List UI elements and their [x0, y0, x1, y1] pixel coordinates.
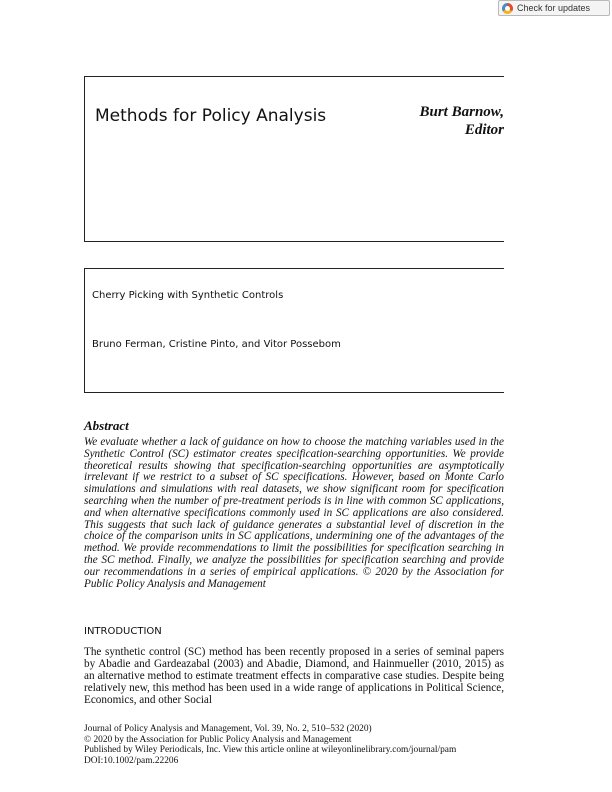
- editor-role: Editor: [464, 122, 504, 138]
- abstract-heading: Abstract: [84, 418, 129, 433]
- footer-doi: DOI:10.1002/pam.22206: [84, 755, 179, 766]
- check-for-updates-button[interactable]: Check for updates: [498, 0, 610, 16]
- footer-copyright: © 2020 by the Association for Public Pol…: [84, 734, 352, 745]
- introduction-body: The synthetic control (SC) method has be…: [84, 646, 504, 706]
- editor-name: Burt Barnow,: [419, 104, 505, 120]
- section-header-box: [84, 76, 504, 242]
- article-info-box: [84, 268, 504, 393]
- abstract-body: We evaluate whether a lack of guidance o…: [84, 436, 504, 590]
- introduction-heading: INTRODUCTION: [84, 626, 162, 637]
- article-authors: Bruno Ferman, Cristine Pinto, and Vitor …: [92, 339, 341, 350]
- article-title: Cherry Picking with Synthetic Controls: [92, 290, 284, 301]
- journal-footer: Journal of Policy Analysis and Managemen…: [84, 724, 524, 766]
- footer-publisher: Published by Wiley Periodicals, Inc. Vie…: [84, 745, 457, 756]
- footer-citation: Journal of Policy Analysis and Managemen…: [84, 724, 372, 734]
- crossmark-icon: [502, 2, 513, 14]
- check-for-updates-label: Check for updates: [517, 3, 591, 13]
- section-title: Methods for Policy Analysis: [95, 106, 327, 126]
- editor-credit: Burt Barnow, Editor: [420, 103, 505, 139]
